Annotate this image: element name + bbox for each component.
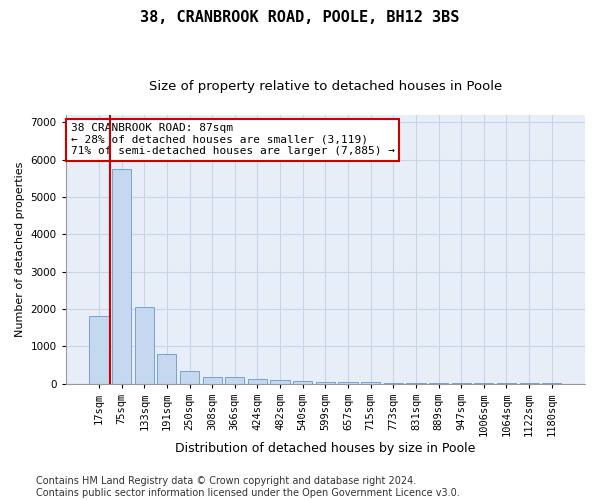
Bar: [361, 382, 380, 384]
Bar: [338, 382, 358, 384]
Bar: [225, 377, 244, 384]
Text: 38, CRANBROOK ROAD, POOLE, BH12 3BS: 38, CRANBROOK ROAD, POOLE, BH12 3BS: [140, 10, 460, 25]
Bar: [271, 380, 290, 384]
Text: Contains HM Land Registry data © Crown copyright and database right 2024.
Contai: Contains HM Land Registry data © Crown c…: [36, 476, 460, 498]
X-axis label: Distribution of detached houses by size in Poole: Distribution of detached houses by size …: [175, 442, 476, 455]
Bar: [134, 307, 154, 384]
Bar: [157, 354, 176, 384]
Bar: [112, 169, 131, 384]
Y-axis label: Number of detached properties: Number of detached properties: [15, 162, 25, 337]
Text: 38 CRANBROOK ROAD: 87sqm
← 28% of detached houses are smaller (3,119)
71% of sem: 38 CRANBROOK ROAD: 87sqm ← 28% of detach…: [71, 123, 395, 156]
Bar: [89, 316, 109, 384]
Bar: [203, 377, 222, 384]
Bar: [248, 380, 267, 384]
Bar: [293, 381, 313, 384]
Bar: [316, 382, 335, 384]
Bar: [180, 372, 199, 384]
Title: Size of property relative to detached houses in Poole: Size of property relative to detached ho…: [149, 80, 502, 93]
